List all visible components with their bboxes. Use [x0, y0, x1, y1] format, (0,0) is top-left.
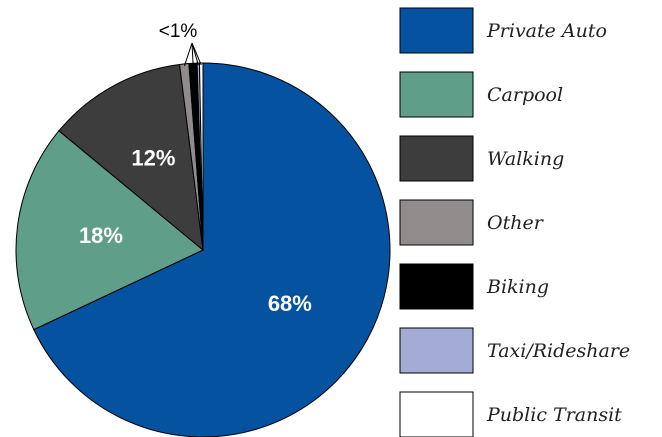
legend-label: Taxi/Rideshare: [487, 340, 630, 362]
legend-label: Private Auto: [486, 20, 607, 42]
pie-slice: [198, 62, 204, 251]
legend-label: Other: [487, 212, 545, 234]
slice-label: 18%: [79, 223, 123, 248]
legend-swatch: [399, 7, 474, 54]
legend-label: Biking: [486, 276, 549, 298]
annotation: <1%: [159, 21, 198, 42]
pie-slice: [15, 130, 204, 331]
legend-swatch: [399, 199, 474, 246]
legend-swatch: [399, 327, 474, 374]
slice-label: 12%: [131, 146, 175, 171]
leader-line: [191, 42, 194, 66]
leader-line: [183, 42, 193, 67]
pie-slice: [33, 62, 391, 437]
pie-slice: [58, 63, 204, 252]
legend-swatch: [399, 391, 474, 437]
leader-line: [191, 42, 202, 66]
slice-label: 68%: [268, 291, 312, 316]
legend-label: Public Transit: [486, 404, 622, 426]
legend-swatch: [399, 135, 474, 182]
legend-label: Walking: [487, 148, 564, 170]
legend-label: Carpool: [487, 84, 563, 106]
legend-swatch: [399, 71, 474, 118]
legend-swatch: [399, 263, 474, 310]
